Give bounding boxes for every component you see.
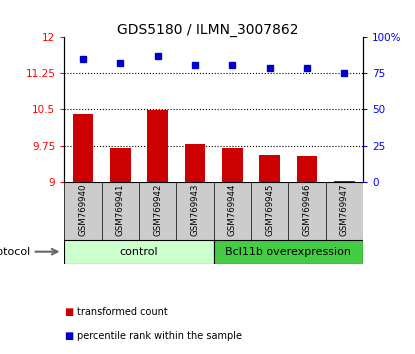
Text: GSM769944: GSM769944 <box>228 183 237 236</box>
Text: GSM769941: GSM769941 <box>116 183 125 236</box>
Bar <box>110 148 131 182</box>
Text: GSM769942: GSM769942 <box>153 183 162 236</box>
Text: ■: ■ <box>64 331 73 341</box>
Bar <box>334 181 355 182</box>
Text: GSM769947: GSM769947 <box>340 183 349 236</box>
Text: GSM769945: GSM769945 <box>265 183 274 236</box>
Text: GSM769940: GSM769940 <box>78 183 88 236</box>
Bar <box>73 114 93 182</box>
Bar <box>297 156 317 182</box>
Bar <box>64 240 214 264</box>
Bar <box>185 144 205 182</box>
Bar <box>259 155 280 182</box>
Text: GSM769943: GSM769943 <box>190 183 200 236</box>
Text: control: control <box>120 247 159 257</box>
Text: Bcl11b overexpression: Bcl11b overexpression <box>225 247 352 257</box>
Bar <box>214 240 363 264</box>
Text: transformed count: transformed count <box>77 307 168 316</box>
Text: protocol: protocol <box>0 247 31 257</box>
Bar <box>147 110 168 182</box>
Bar <box>222 148 243 182</box>
Text: GSM769946: GSM769946 <box>303 183 312 236</box>
Text: GDS5180 / ILMN_3007862: GDS5180 / ILMN_3007862 <box>117 23 298 37</box>
Text: percentile rank within the sample: percentile rank within the sample <box>77 331 242 341</box>
Text: ■: ■ <box>64 307 73 316</box>
